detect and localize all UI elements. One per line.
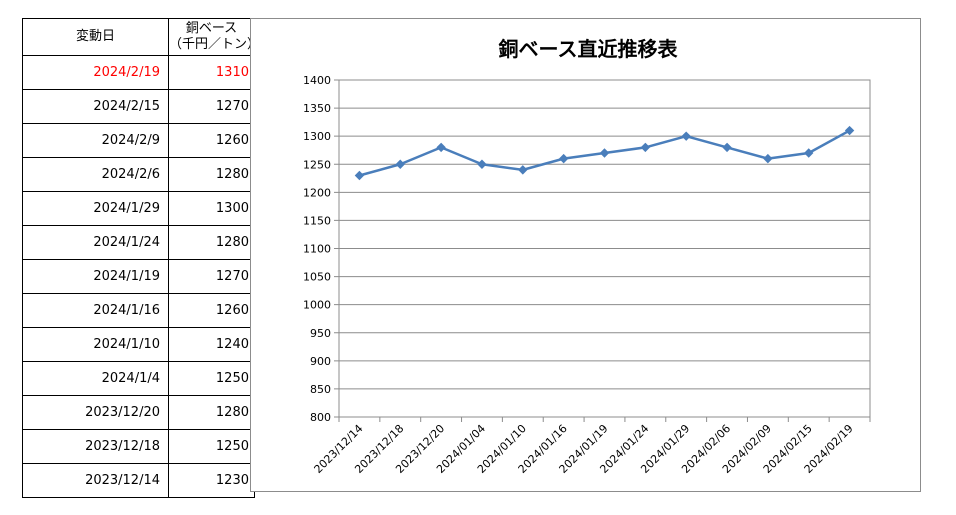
- data-point: [436, 142, 446, 153]
- table-row: 2024/1/24 1280: [22, 225, 255, 260]
- table-row: 2024/1/29 1300: [22, 191, 255, 226]
- row-date: 2024/1/4: [22, 361, 169, 396]
- row-value: 1260: [168, 123, 255, 158]
- y-tick-label: 950: [310, 327, 331, 340]
- table-row: 2024/1/16 1260: [22, 293, 255, 328]
- data-point: [763, 153, 773, 164]
- row-value: 1230: [168, 463, 255, 498]
- row-date: 2024/1/16: [22, 293, 169, 328]
- row-date: 2024/1/19: [22, 259, 169, 294]
- row-value: 1250: [168, 429, 255, 464]
- row-date: 2024/2/15: [22, 89, 169, 124]
- y-tick-label: 1250: [303, 158, 331, 171]
- y-tick-label: 1400: [303, 74, 331, 87]
- data-point: [722, 142, 732, 153]
- y-tick-label: 900: [310, 355, 331, 368]
- line-chart: 銅ベース直近推移表 800 850 900 950 1000 1050 1100 1150 12…: [303, 37, 871, 476]
- row-value: 1250: [168, 361, 255, 396]
- table-row: 2024/1/19 1270: [22, 259, 255, 294]
- data-point: [558, 153, 569, 164]
- y-tick-label: 1150: [303, 214, 331, 227]
- data-point: [354, 170, 365, 181]
- header-date: 変動日: [22, 18, 169, 56]
- table-header-row: 変動日 銅ベース （千円／トン）: [22, 18, 261, 56]
- row-date: 2024/1/24: [22, 225, 169, 260]
- row-date: 2024/1/29: [22, 191, 169, 226]
- row-value: 1270: [168, 259, 255, 294]
- row-date: 2024/2/19: [22, 55, 169, 90]
- row-value: 1260: [168, 293, 255, 328]
- table-row: 2023/12/20 1280: [22, 395, 255, 430]
- row-value: 1300: [168, 191, 255, 226]
- data-point: [599, 148, 610, 158]
- row-date: 2024/2/6: [22, 157, 169, 192]
- y-tick-label: 1200: [303, 186, 331, 199]
- row-value: 1240: [168, 327, 255, 362]
- table-row: 2023/12/14 1230: [22, 463, 255, 498]
- row-date: 2023/12/18: [22, 429, 169, 464]
- y-tick-label: 1050: [303, 271, 331, 284]
- row-value: 1310: [168, 55, 255, 90]
- table-row: 2024/1/4 1250: [22, 361, 255, 396]
- y-tick-label: 1350: [303, 102, 331, 115]
- row-value: 1270: [168, 89, 255, 124]
- y-tick-label: 850: [310, 383, 331, 396]
- y-tick-label: 1000: [303, 299, 331, 312]
- y-tick-label: 800: [310, 411, 331, 424]
- table-row: 2024/2/6 1280: [22, 157, 255, 192]
- data-point: [640, 142, 651, 153]
- data-point: [681, 131, 691, 141]
- header-value: 銅ベース （千円／トン）: [168, 18, 261, 56]
- header-value-line1: 銅ベース: [185, 21, 238, 36]
- row-value: 1280: [168, 395, 255, 430]
- header-value-line2: （千円／トン）: [169, 37, 261, 52]
- table-row: 2024/1/10 1240: [22, 327, 255, 362]
- y-tick-label: 1300: [303, 130, 331, 143]
- data-point: [518, 165, 528, 175]
- chart-area: 銅ベース直近推移表 800 850 900 950 1000 1050 1100 1150 12…: [250, 18, 921, 492]
- table-row: 2023/12/18 1250: [22, 429, 255, 464]
- table-row: 2024/2/15 1270: [22, 89, 255, 124]
- row-date: 2024/2/9: [22, 123, 169, 158]
- table-row: 2024/2/19 1310: [22, 55, 255, 90]
- row-value: 1280: [168, 225, 255, 260]
- table-row: 2024/2/9 1260: [22, 123, 255, 158]
- row-value: 1280: [168, 157, 255, 192]
- y-tick-label: 1100: [303, 243, 331, 256]
- data-point: [395, 159, 405, 169]
- row-date: 2023/12/20: [22, 395, 169, 430]
- row-date: 2024/1/10: [22, 327, 169, 362]
- row-date: 2023/12/14: [22, 463, 169, 498]
- chart-title: 銅ベース直近推移表: [499, 37, 679, 61]
- data-point: [477, 159, 487, 169]
- copper-base-table: 変動日 銅ベース （千円／トン） 2024/2/19 1310 2024/2/15 1…: [22, 18, 261, 498]
- data-point: [844, 125, 855, 136]
- data-point: [804, 148, 814, 158]
